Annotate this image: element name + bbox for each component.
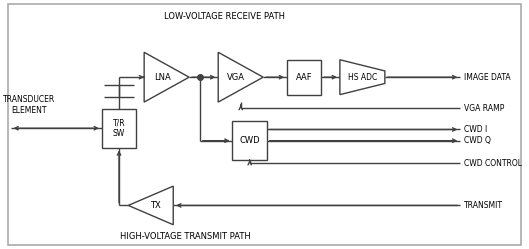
Text: TRANSDUCER
ELEMENT: TRANSDUCER ELEMENT	[3, 95, 55, 115]
Text: TRANSMIT: TRANSMIT	[464, 201, 504, 210]
Text: CWD Q: CWD Q	[464, 136, 491, 145]
Polygon shape	[128, 186, 173, 225]
Text: HIGH-VOLTAGE TRANSMIT PATH: HIGH-VOLTAGE TRANSMIT PATH	[120, 232, 251, 241]
Text: CWD: CWD	[240, 136, 260, 145]
Text: LNA: LNA	[154, 73, 170, 82]
Text: IMAGE DATA: IMAGE DATA	[464, 73, 511, 82]
Text: LOW-VOLTAGE RECEIVE PATH: LOW-VOLTAGE RECEIVE PATH	[165, 12, 285, 21]
Text: VGA RAMP: VGA RAMP	[464, 104, 505, 113]
Text: HS ADC: HS ADC	[348, 73, 377, 82]
Text: AAF: AAF	[296, 73, 313, 82]
Text: CWD CONTROL: CWD CONTROL	[464, 159, 523, 168]
Text: TX: TX	[150, 201, 161, 210]
Polygon shape	[218, 52, 263, 102]
Bar	[287, 60, 322, 95]
Bar	[102, 109, 136, 147]
Polygon shape	[144, 52, 189, 102]
Polygon shape	[340, 60, 385, 95]
Text: T/R
SW: T/R SW	[113, 119, 125, 138]
Bar	[233, 122, 267, 160]
Text: CWD I: CWD I	[464, 125, 488, 134]
Text: VGA: VGA	[227, 73, 245, 82]
